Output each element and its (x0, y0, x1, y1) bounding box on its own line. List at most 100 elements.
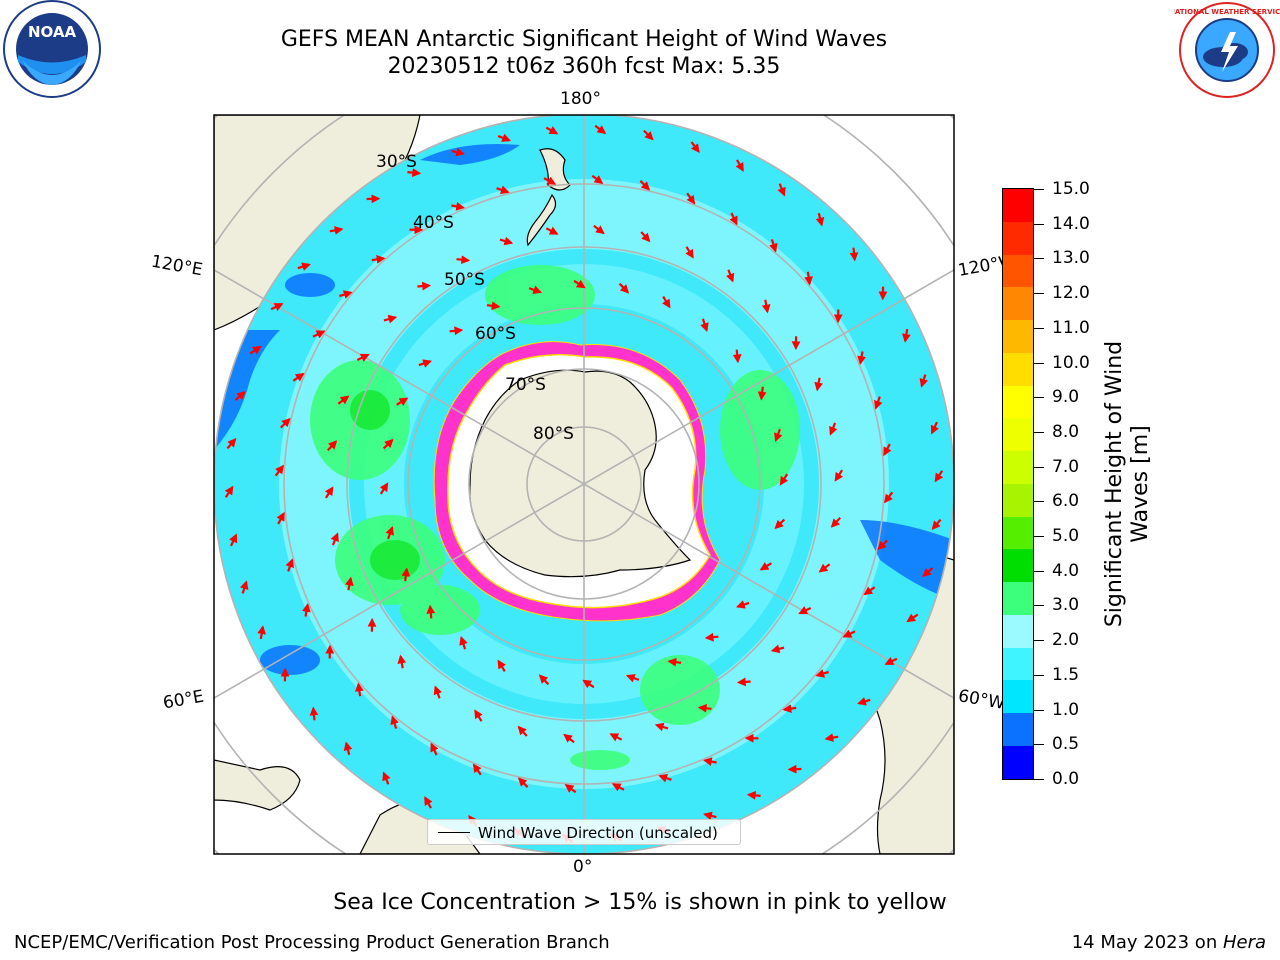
wind-wave-arrow (770, 644, 785, 654)
nws-logo-text: NATIONAL WEATHER SERVICE (1174, 8, 1280, 16)
wind-wave-arrow (798, 606, 812, 615)
wind-wave-arrow (297, 262, 311, 271)
wind-wave-arrow (383, 314, 398, 324)
wind-wave-arrow (777, 183, 786, 197)
wind-wave-arrow (611, 783, 625, 792)
colorbar-segment (1003, 516, 1033, 550)
wind-wave-arrow (643, 129, 654, 141)
noaa-logo: NOAA (0, 0, 106, 104)
wind-wave-arrow (834, 469, 844, 482)
wind-wave-arrow (472, 763, 482, 776)
wind-wave-arrow (517, 777, 529, 788)
colorbar-tick-label: 4.0 (1052, 560, 1080, 581)
colorbar-segment (1003, 189, 1033, 222)
colorbar-tick-label: 2.0 (1052, 630, 1080, 651)
wind-wave-arrow (857, 697, 871, 706)
wind-wave-arrow (538, 674, 550, 686)
wind-wave-arrow (545, 126, 559, 135)
colorbar-segment (1003, 483, 1033, 517)
wind-wave-arrow (229, 533, 238, 547)
colorbar-segment (1003, 385, 1033, 419)
wind-wave-arrows (224, 124, 944, 844)
footer-system: Hera (1222, 932, 1266, 953)
wind-wave-arrow (761, 299, 771, 314)
colorbar-tick-label: 10.0 (1052, 352, 1090, 373)
colorbar-tick (1034, 536, 1044, 538)
wind-wave-arrow (618, 282, 630, 294)
wind-wave-arrow (564, 784, 577, 794)
colorbar-tick-label: 1.5 (1052, 664, 1080, 685)
wind-wave-arrow (639, 180, 651, 191)
wind-wave-arrow (906, 613, 919, 623)
nws-logo: NATIONAL WEATHER SERVICE (1169, 0, 1280, 104)
colorbar-segment (1003, 549, 1033, 583)
wind-wave-arrow (759, 562, 772, 571)
wind-wave-arrow (563, 733, 575, 744)
wind-wave-arrow (356, 353, 370, 362)
colorbar-tick-label: 3.0 (1052, 595, 1080, 616)
colorbar-tick-label: 14.0 (1052, 213, 1090, 234)
lat-label-40s: 40°S (413, 213, 454, 233)
footer-date-text: 14 May 2023 on (1071, 932, 1223, 953)
colorbar-segment (1003, 680, 1033, 714)
wind-wave-arrow (528, 285, 543, 294)
legend-line-icon (438, 832, 470, 833)
map-frame (213, 114, 955, 855)
wind-wave-arrow (302, 603, 311, 617)
colorbar-tick-label: 11.0 (1052, 317, 1090, 338)
lon-label-180: 180° (560, 89, 601, 109)
wind-wave-arrow (667, 657, 682, 667)
colorbar-tick (1034, 570, 1044, 572)
colorbar-tick-label: 9.0 (1052, 387, 1080, 408)
colorbar-tick (1034, 258, 1044, 260)
colorbar-tick-label: 15.0 (1052, 179, 1090, 199)
colorbar-tick (1034, 327, 1044, 329)
wind-wave-arrow (857, 351, 866, 365)
wind-wave-arrow (433, 685, 442, 699)
colorbar-segment (1003, 746, 1033, 779)
wind-wave-arrow (424, 796, 433, 809)
noaa-logo-text: NOAA (28, 23, 77, 41)
wind-wave-arrow (746, 791, 761, 800)
wind-wave-arrow (922, 567, 934, 577)
wind-wave-arrow (276, 511, 285, 525)
wind-wave-arrow (874, 396, 883, 410)
wind-wave-arrow (379, 482, 389, 495)
wind-wave-arrow (226, 437, 237, 450)
colorbar-segment (1003, 254, 1033, 288)
wind-wave-arrow (736, 677, 751, 687)
wind-wave-arrow (769, 239, 778, 253)
legend-label: Wind Wave Direction (unscaled) (478, 824, 718, 842)
wind-wave-arrow (884, 656, 898, 665)
graticule (214, 115, 954, 854)
colorbar-segment (1003, 582, 1033, 615)
wind-wave-arrow (324, 486, 334, 499)
wind-wave-arrow (312, 330, 326, 339)
sea-ice-note: Sea Ice Concentration > 15% is shown in … (333, 890, 947, 915)
wind-wave-arrow (339, 290, 353, 299)
wind-wave-arrow (249, 345, 262, 355)
antarctica-continent (469, 369, 692, 578)
wind-wave-arrow (326, 440, 338, 452)
wind-wave-arrow (884, 491, 894, 504)
colorbar-tick-label: 6.0 (1052, 491, 1080, 512)
colorbar-tick (1034, 779, 1044, 780)
wind-wave-arrow (686, 192, 696, 205)
wind-wave-arrow (736, 600, 750, 609)
colorbar-segment (1003, 320, 1033, 353)
wind-wave-arrow (815, 669, 829, 678)
colorbar-segment (1003, 647, 1033, 681)
colorbar-tick-label: 0.0 (1052, 769, 1080, 789)
wind-wave-arrow (704, 632, 719, 642)
wind-wave-arrow (224, 485, 234, 498)
lon-label-0: 0° (573, 857, 593, 877)
colorbar-tick (1034, 362, 1044, 364)
wind-wave-arrow (877, 539, 888, 551)
lat-label-60s: 60°S (475, 324, 516, 344)
wind-wave-arrow (573, 279, 586, 289)
wind-wave-arrow (345, 576, 354, 591)
lat-label-80s: 80°S (533, 424, 574, 444)
wind-wave-arrow (818, 563, 831, 573)
colorbar-tick-label: 5.0 (1052, 526, 1080, 547)
